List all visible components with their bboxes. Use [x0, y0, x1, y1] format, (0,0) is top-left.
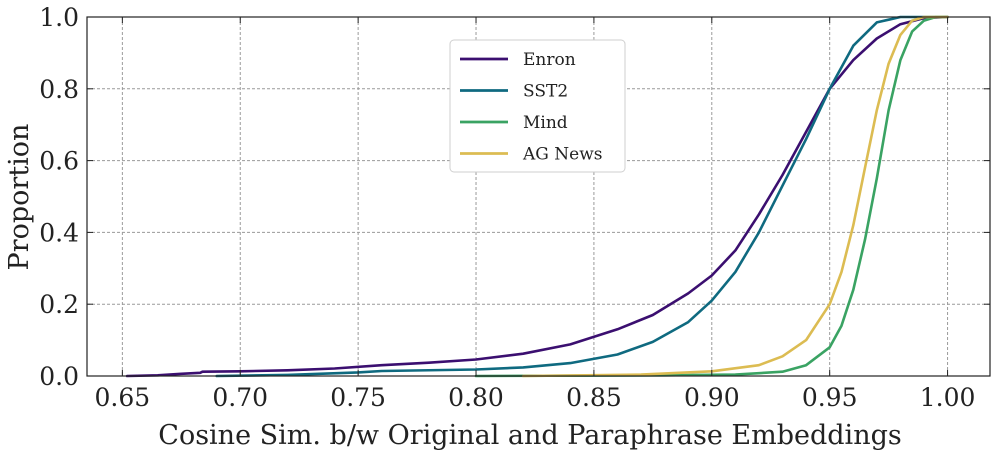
legend-label-sst2: SST2 — [523, 82, 568, 102]
legend-label-enron: Enron — [523, 50, 576, 70]
x-tick-label: 0.95 — [802, 383, 858, 412]
series-layer — [125, 15, 949, 378]
legend-label-mind: Mind — [523, 113, 568, 133]
label-layer: 0.65 0.70 0.75 0.80 0.85 0.90 0.95 1.00 0.0 0.2 0.… — [39, 3, 975, 412]
series-line-enron — [125, 15, 949, 378]
x-tick-label: 0.65 — [95, 383, 151, 412]
x-axis-label: Cosine Sim. b/w Original and Paraphrase … — [158, 420, 901, 451]
y-axis-label: Proportion — [4, 124, 35, 271]
y-tick-label: 0.8 — [39, 75, 79, 104]
tick-layer — [87, 16, 990, 377]
x-tick-label: 0.85 — [566, 383, 622, 412]
series-line-sst2 — [215, 15, 949, 378]
series-line-mind — [474, 15, 949, 378]
legend-box — [449, 39, 626, 173]
y-tick-label: 0.4 — [39, 218, 79, 247]
x-tick-label: 0.70 — [212, 383, 268, 412]
plot-frame — [86, 16, 991, 377]
series-line-ag-news — [521, 15, 949, 378]
legend: Enron SST2 Mind AG News — [449, 39, 626, 173]
x-tick-label: 0.90 — [684, 383, 740, 412]
y-tick-label: 1.0 — [39, 3, 79, 32]
y-tick-label: 0.6 — [39, 147, 79, 176]
x-tick-label: 0.80 — [448, 383, 504, 412]
x-tick-label: 1.00 — [920, 383, 976, 412]
legend-items: Enron SST2 Mind AG News — [460, 50, 602, 165]
y-tick-label: 0.0 — [39, 362, 79, 391]
x-tick-label: 0.75 — [330, 383, 386, 412]
legend-label-ag-news: AG News — [522, 145, 602, 165]
y-tick-label: 0.2 — [39, 290, 79, 319]
